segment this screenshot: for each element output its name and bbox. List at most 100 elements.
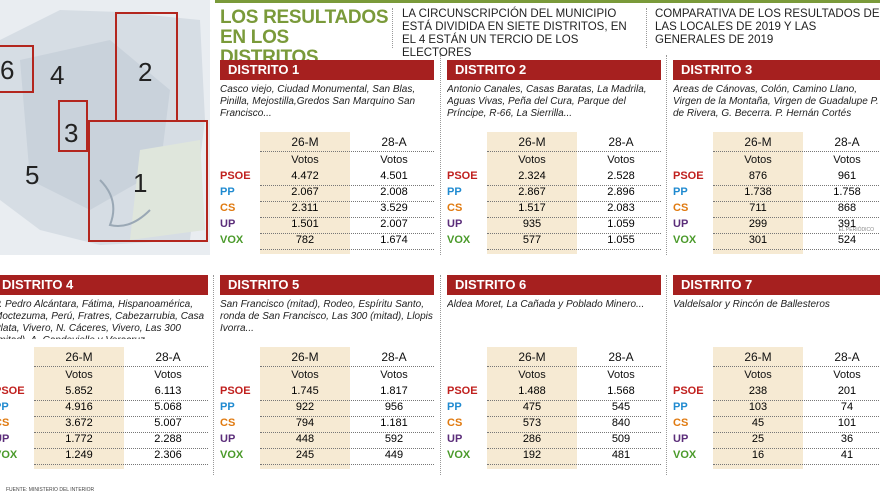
votes-26m: 103: [748, 401, 768, 413]
map-number-1: 1: [133, 168, 148, 198]
table-row: UP 299 391: [673, 218, 880, 233]
party-label: UP: [673, 218, 689, 230]
votes-26m: 16: [751, 449, 765, 461]
votes-26m: 573: [522, 417, 542, 429]
votes-26m: 45: [751, 417, 765, 429]
divider: [713, 416, 880, 417]
party-label: VOX: [220, 234, 244, 246]
votes-26m: 1.517: [518, 202, 546, 214]
district-neighborhoods: Áreas de Cánovas, Colón, Camino Llano, V…: [673, 84, 879, 119]
party-label: PP: [220, 401, 235, 413]
votes-label: Votos: [607, 369, 635, 381]
divider: [487, 464, 661, 465]
party-label: PSOE: [220, 385, 251, 397]
votes-28a: 524: [837, 234, 857, 246]
votes-26m: 2.067: [291, 186, 319, 198]
divider: [34, 448, 208, 449]
table-row: PSOE 1.488 1.568: [447, 385, 661, 400]
results-table: 26-M 28-A Votos Votos PSOE 238 201 PP 103 74 CS 45 1…: [673, 347, 880, 469]
divider: [487, 217, 661, 218]
column-header-26m: 26-M: [518, 135, 546, 149]
district-neighborhoods: Casco viejo, Ciudad Monumental, San Blas…: [220, 84, 416, 119]
votes-26m: 238: [748, 385, 768, 397]
party-label: VOX: [447, 449, 471, 461]
votes-28a: 481: [611, 449, 631, 461]
district-6-box: [0, 45, 34, 93]
district-panel: DISTRITO 3 Áreas de Cánovas, Colón, Camin…: [673, 60, 880, 254]
table-row: PSOE 2.324 2.528: [447, 170, 661, 185]
votes-28a: 4.501: [380, 170, 408, 182]
party-label: UP: [0, 433, 10, 445]
district-neighborhoods: Valdelsalor y Rincón de Ballesteros: [673, 299, 830, 310]
table-row: VOX 16 41: [673, 449, 880, 464]
party-label: CS: [673, 202, 689, 214]
district-title: DISTRITO 5: [220, 275, 434, 295]
divider: [260, 151, 434, 152]
table-row: VOX 192 481: [447, 449, 661, 464]
results-table: 26-M 28-A Votos Votos PSOE 5.852 6.113 PP 4.916 5…: [0, 347, 208, 469]
table-row: CS 45 101: [673, 417, 880, 432]
district-title: DISTRITO 7: [673, 275, 880, 295]
column-divider: [666, 275, 667, 475]
votes-26m: 4.916: [65, 401, 93, 413]
district-map: 6 4 2 3 5 1: [0, 0, 210, 255]
votes-28a: 5.068: [154, 401, 182, 413]
column-header-26m: 26-M: [744, 135, 772, 149]
divider: [487, 201, 661, 202]
votes-28a: 2.083: [607, 202, 635, 214]
party-label: CS: [673, 417, 689, 429]
party-label: VOX: [447, 234, 471, 246]
divider: [487, 366, 661, 367]
votes-28a: 2.288: [154, 433, 182, 445]
votes-label: Votos: [607, 154, 635, 166]
district-title: DISTRITO 3: [673, 60, 880, 80]
votes-28a: 2.008: [380, 186, 408, 198]
table-row: CS 2.311 3.529: [220, 202, 434, 217]
table-row: VOX 782 1.674: [220, 234, 434, 249]
votes-28a: 391: [837, 218, 857, 230]
table-row: PSOE 876 961: [673, 170, 880, 185]
map-number-4: 4: [50, 60, 65, 90]
party-label: CS: [447, 202, 463, 214]
votes-28a: 2.528: [607, 170, 635, 182]
table-row: CS 573 840: [447, 417, 661, 432]
divider: [713, 366, 880, 367]
party-label: PSOE: [673, 385, 704, 397]
votes-26m: 245: [295, 449, 315, 461]
district-panel: DISTRITO 7 Valdelsalor y Rincón de Balles…: [673, 275, 880, 469]
votes-label: Votos: [518, 154, 546, 166]
results-table: 26-M 28-A Votos Votos PSOE 4.472 4.501 PP 2.067 2…: [220, 132, 434, 254]
column-divider: [213, 275, 214, 475]
party-label: PP: [673, 186, 688, 198]
divider: [34, 416, 208, 417]
district-panel: DISTRITO 5 San Francisco (mitad), Rodeo, …: [220, 275, 434, 469]
divider: [713, 249, 880, 250]
party-label: PSOE: [447, 170, 478, 182]
party-label: CS: [220, 202, 236, 214]
divider: [487, 432, 661, 433]
district-title: DISTRITO 4: [0, 275, 208, 295]
header-divider: [392, 8, 393, 48]
table-row: PSOE 1.745 1.817: [220, 385, 434, 400]
table-row: UP 448 592: [220, 433, 434, 448]
votes-26m: 4.472: [291, 170, 319, 182]
table-row: PP 1.738 1.758: [673, 186, 880, 201]
votes-26m: 475: [522, 401, 542, 413]
votes-26m: 1.745: [291, 385, 319, 397]
page-title: LOS RESULTADOS EN LOS DISTRITOS: [220, 7, 389, 68]
votes-28a: 509: [611, 433, 631, 445]
votes-28a: 2.007: [380, 218, 408, 230]
votes-label: Votos: [744, 369, 772, 381]
party-label: PP: [447, 401, 462, 413]
votes-26m: 286: [522, 433, 542, 445]
votes-label: Votos: [744, 154, 772, 166]
table-row: PP 4.916 5.068: [0, 401, 208, 416]
table-row: PP 475 545: [447, 401, 661, 416]
table-row: UP 935 1.059: [447, 218, 661, 233]
table-row: VOX 301 524: [673, 234, 880, 249]
results-table: 26-M 28-A Votos Votos PSOE 876 961 PP 1.738 1.758…: [673, 132, 880, 254]
map-number-5: 5: [25, 160, 40, 190]
votes-label: Votos: [291, 369, 319, 381]
column-divider: [666, 55, 667, 255]
